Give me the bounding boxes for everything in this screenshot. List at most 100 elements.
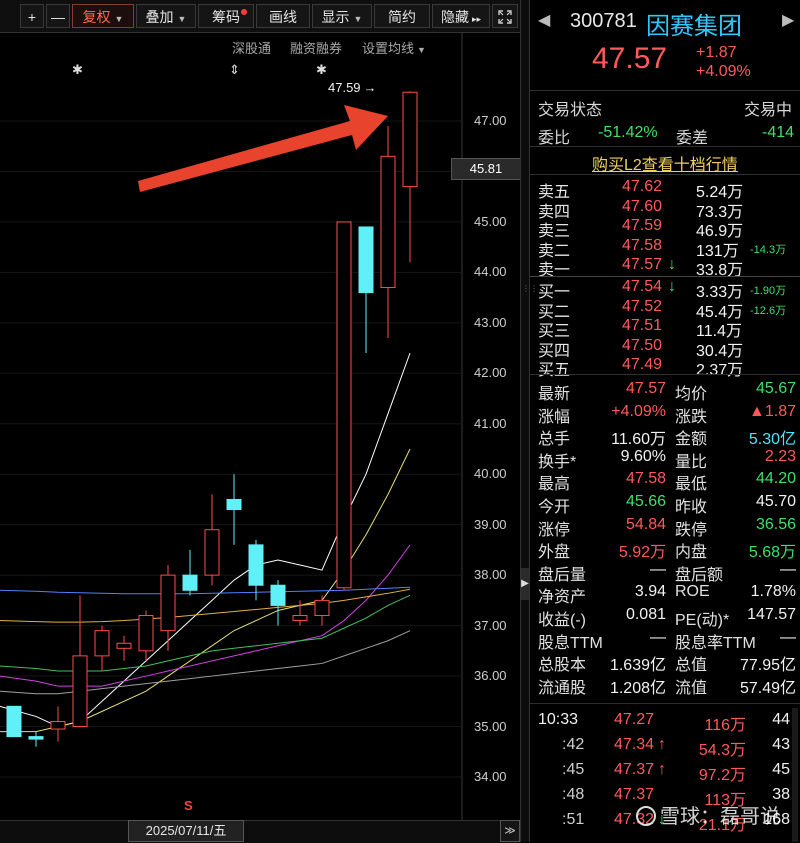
candle[interactable]: [50, 706, 66, 742]
drag-handle-icon[interactable]: ⋮⋮: [522, 284, 538, 293]
simple-mode-button[interactable]: 简约: [374, 4, 430, 28]
zoom-in-button[interactable]: +: [20, 4, 44, 28]
hide-label: 隐藏: [440, 9, 469, 25]
margin-trading-link[interactable]: 融资融券: [290, 41, 343, 56]
candle-body: [182, 574, 198, 591]
candle-body: [72, 655, 88, 728]
stat-value: 9.60%: [620, 447, 666, 465]
fullscreen-button[interactable]: [492, 4, 518, 28]
stat-label: 流通股: [538, 679, 587, 697]
candle[interactable]: [248, 539, 264, 601]
tick-scrollbar[interactable]: [792, 708, 798, 842]
scroll-right-button[interactable]: ≫: [500, 820, 520, 842]
order-price: 47.52: [622, 297, 663, 315]
trade-status-value: 交易中: [744, 102, 793, 119]
candle[interactable]: [314, 595, 330, 626]
candle[interactable]: [160, 565, 176, 651]
order-price: 47.59: [622, 217, 663, 234]
overlay-label: 叠加: [145, 9, 174, 25]
event-marker-icon[interactable]: ✱: [316, 62, 327, 77]
divider-line: [530, 146, 800, 147]
stat-label: 股息TTM: [538, 634, 603, 652]
chip-distribution-button[interactable]: 筹码: [198, 4, 254, 28]
order-level-label: 卖三: [538, 223, 571, 240]
order-level-label: 买一: [538, 284, 571, 301]
stat-label: 收益(-): [538, 612, 586, 629]
divider-line: [530, 276, 800, 277]
stat-label: 换手*: [538, 453, 577, 471]
candle[interactable]: [204, 494, 220, 586]
stat-value: 1.639亿: [609, 657, 666, 675]
stat-value: 54.84: [625, 515, 666, 533]
stat-value: 147.57: [747, 606, 796, 623]
panel-divider[interactable]: ⋮⋮ ▶: [520, 0, 538, 842]
candle-body: [314, 599, 330, 617]
order-volume: 46.9万: [696, 223, 744, 240]
chart-toolbar: + — 复权 ▼ 叠加 ▼ 筹码 画线 显示 ▼ 简约 隐藏 ▸▸: [0, 0, 520, 33]
fuquan-dropdown[interactable]: 复权 ▼: [72, 4, 134, 28]
candle[interactable]: [182, 549, 198, 596]
order-price: 47.58: [622, 236, 663, 254]
l2-upsell-link[interactable]: 购买L2查看十档行情: [592, 157, 738, 174]
hide-button[interactable]: 隐藏 ▸▸: [432, 4, 490, 28]
candle[interactable]: [138, 610, 154, 661]
weibi-value: -51.42%: [598, 124, 658, 141]
order-level-label: 卖四: [538, 203, 571, 221]
stat-value: +4.09%: [611, 402, 666, 420]
tick-count: 38: [772, 786, 790, 803]
overlay-dropdown[interactable]: 叠加 ▼: [136, 4, 196, 28]
y-tick-label: 38.00: [474, 567, 507, 583]
candle[interactable]: [94, 625, 110, 672]
candle[interactable]: [358, 226, 374, 354]
candle[interactable]: [402, 91, 418, 263]
candle[interactable]: [270, 580, 286, 626]
candle[interactable]: [6, 705, 22, 738]
candle[interactable]: [28, 731, 44, 747]
tick-price: 47.37: [614, 786, 655, 803]
collapse-panel-button[interactable]: ▶: [521, 568, 529, 600]
candle[interactable]: [116, 635, 132, 661]
tick-volume: 21.1万: [698, 817, 746, 834]
weicha-value: -414: [762, 124, 795, 141]
kline-svg[interactable]: [0, 32, 520, 820]
candle-body: [204, 529, 220, 576]
stock-name[interactable]: 因赛集团: [646, 13, 742, 40]
candle[interactable]: [292, 600, 308, 626]
candle[interactable]: [72, 595, 88, 728]
chevron-down-icon: ▼: [417, 45, 426, 55]
high-price-annotation: 47.59 →: [328, 80, 377, 95]
zoom-out-button[interactable]: —: [46, 4, 70, 28]
candle[interactable]: [380, 126, 396, 338]
order-volume: 30.4万: [696, 342, 744, 360]
candle[interactable]: [226, 474, 242, 545]
candle[interactable]: [336, 221, 352, 591]
draw-line-button[interactable]: 画线: [256, 4, 310, 28]
s-event-marker-icon[interactable]: S: [184, 798, 193, 813]
notification-dot-icon: [241, 9, 247, 15]
display-dropdown[interactable]: 显示 ▼: [312, 4, 372, 28]
tick-volume: 54.3万: [698, 742, 746, 759]
next-stock-button[interactable]: ▶: [782, 12, 795, 29]
ma-settings-link[interactable]: 设置均线 ▼: [362, 38, 426, 57]
y-tick-label: 35.00: [474, 718, 507, 734]
stat-value: 1.208亿: [609, 679, 666, 697]
stat-value: ▲1.87: [749, 402, 796, 420]
candle-body: [402, 91, 418, 188]
hk-connect-link[interactable]: 深股通: [232, 41, 272, 56]
order-level-label: 买五: [538, 362, 571, 379]
stat-value: 0.081: [625, 606, 666, 623]
order-volume: 5.24万: [696, 184, 744, 201]
stat-label: 总手: [538, 431, 571, 449]
weibi-label: 委比: [538, 130, 571, 147]
kline-chart[interactable]: [0, 32, 520, 820]
tick-volume: 116万: [704, 717, 746, 734]
divider-line: [530, 703, 800, 704]
arrow-up-icon: ↑: [658, 761, 666, 778]
split-marker-icon[interactable]: ⇕: [229, 62, 240, 77]
stat-value: 5.30亿: [748, 431, 796, 449]
stat-value: 77.95亿: [739, 657, 796, 675]
event-marker-icon[interactable]: ✱: [72, 62, 83, 77]
stat-label: 昨收: [675, 499, 708, 516]
prev-stock-button[interactable]: ◀: [538, 12, 551, 29]
moving-average-line: [0, 588, 411, 623]
